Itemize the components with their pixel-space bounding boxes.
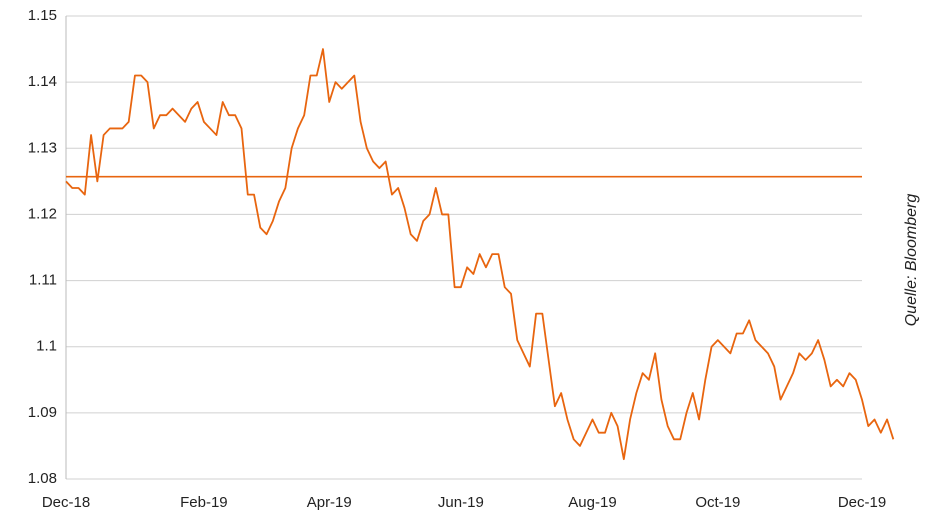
x-tick-label: Dec-19	[838, 494, 886, 511]
x-tick-label: Oct-19	[695, 494, 740, 511]
y-tick-label: 1.09	[28, 404, 57, 421]
y-tick-label: 1.14	[28, 73, 57, 90]
x-tick-label: Feb-19	[180, 494, 228, 511]
y-tick-label: 1.11	[29, 272, 57, 289]
price-line	[65, 48, 895, 461]
y-tick-label: 1.1	[36, 338, 57, 355]
y-tick-label: 1.08	[28, 470, 57, 487]
x-tick-label: Aug-19	[568, 494, 616, 511]
y-tick-label: 1.15	[28, 7, 57, 24]
y-tick-label: 1.12	[28, 205, 57, 222]
x-tick-label: Dec-18	[42, 494, 90, 511]
x-tick-label: Apr-19	[307, 494, 352, 511]
y-tick-label: 1.13	[28, 139, 57, 156]
source: Quelle: Bloomberg	[903, 194, 920, 327]
x-tick-label: Jun-19	[438, 494, 484, 511]
